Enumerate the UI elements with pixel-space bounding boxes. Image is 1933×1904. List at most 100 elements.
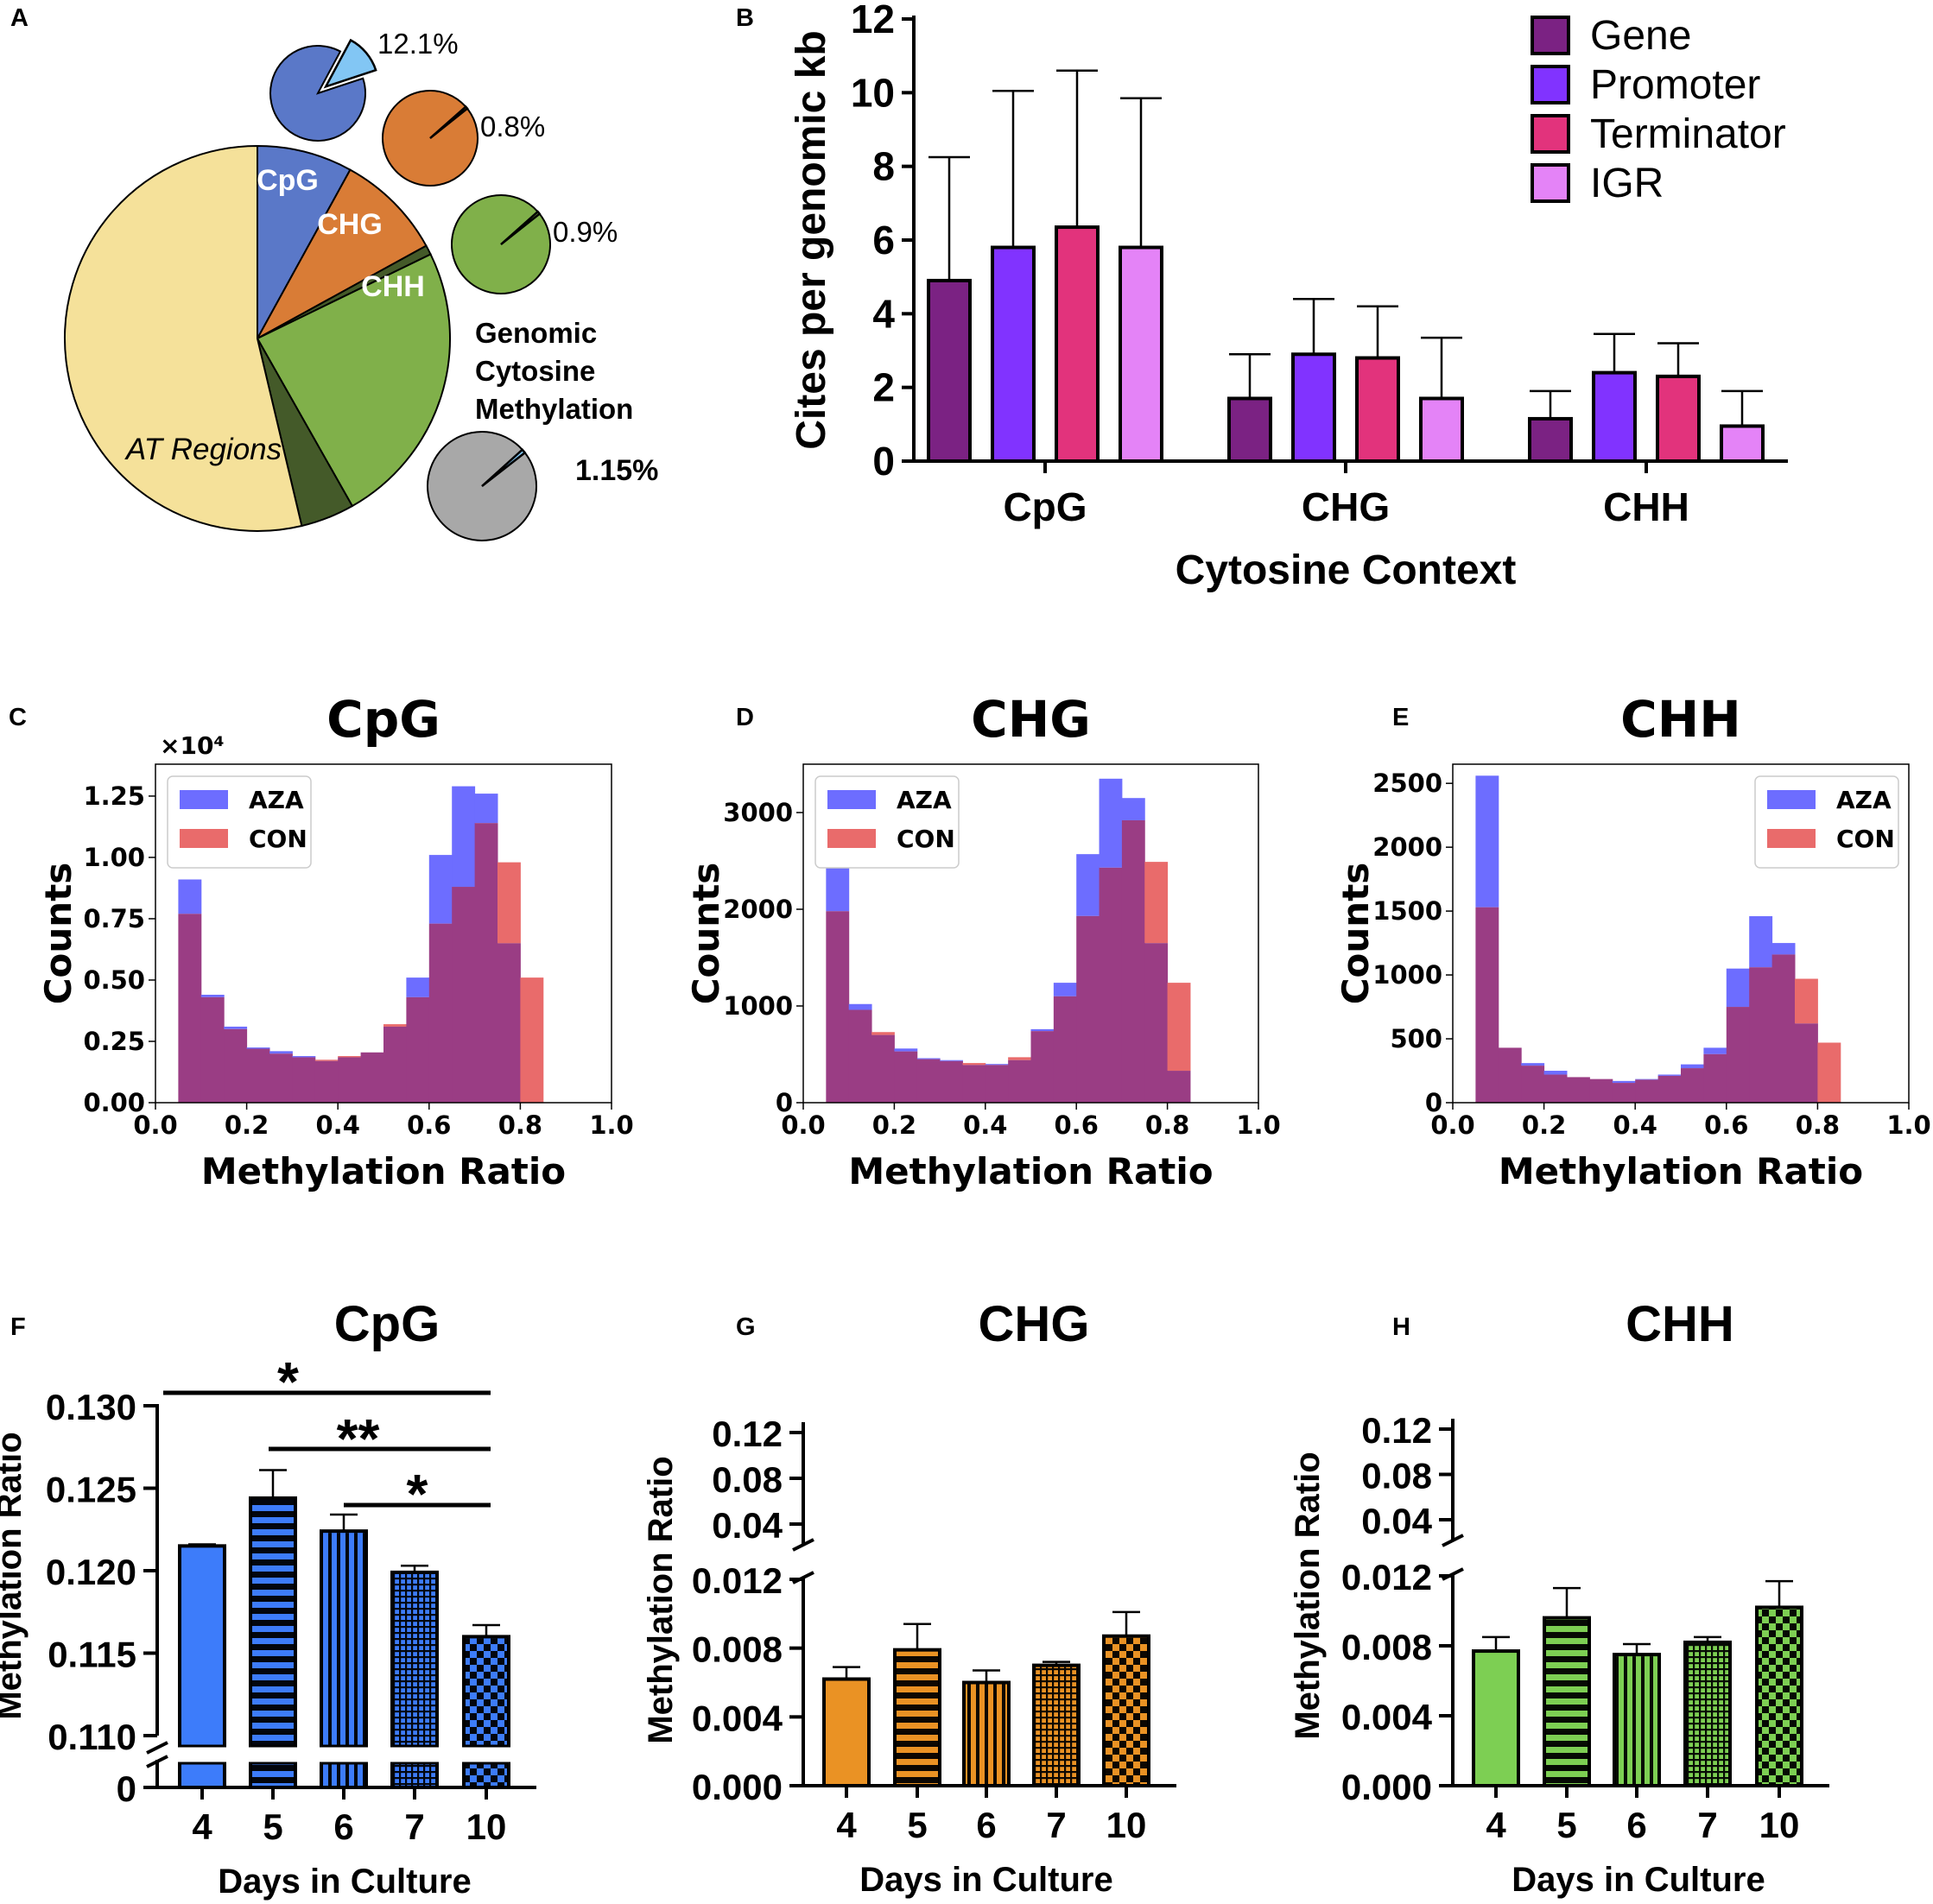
hist-bar-con bbox=[498, 862, 521, 944]
hist-bar-overlap bbox=[1795, 1023, 1818, 1103]
y-tick-label: 0.120 bbox=[46, 1552, 136, 1592]
panel-c-histogram: 0.00 0.25 0.50 0.75 1.00 1.25 0.0 0.2 0.4 0.6 0.8 1… bbox=[37, 690, 634, 1192]
axis-break-mark bbox=[792, 1538, 814, 1552]
significance-marker: * bbox=[277, 1351, 299, 1413]
inset-pie-slice-cpg bbox=[323, 38, 377, 89]
hist-bar-overlap bbox=[1543, 1074, 1568, 1103]
y-tick-label: 0 bbox=[1425, 1088, 1442, 1117]
bar-gene-chg bbox=[1227, 396, 1272, 464]
panel-letter-c: C bbox=[9, 704, 27, 731]
x-tick-label: 7 bbox=[1697, 1805, 1717, 1845]
x-tick-label: 0.2 bbox=[872, 1110, 916, 1140]
hist-bar-overlap bbox=[848, 1009, 872, 1103]
x-tick-label: 0.0 bbox=[133, 1110, 177, 1140]
bar-day-4 bbox=[822, 1677, 871, 1788]
legend-label-aza: AZA bbox=[249, 786, 304, 814]
hist-bar-aza bbox=[474, 794, 498, 824]
bar-terminator-cpg bbox=[1055, 225, 1100, 463]
bar-promoter-chh bbox=[1592, 370, 1637, 464]
hist-bar-overlap bbox=[940, 1060, 963, 1103]
pie-slice-chh bbox=[256, 253, 451, 508]
hist-bar-aza bbox=[406, 977, 430, 997]
pie-label-at-regions: AT Regions bbox=[124, 433, 282, 466]
x-tick-label: 5 bbox=[1556, 1805, 1576, 1845]
inset-label-cpg: 12.1% bbox=[377, 28, 459, 60]
inset-pie-cpg bbox=[269, 45, 366, 142]
hist-bar-overlap bbox=[1144, 943, 1169, 1103]
x-tick-label: 0.4 bbox=[1613, 1110, 1657, 1140]
bar-pattern-day-10 bbox=[1106, 1637, 1147, 1784]
hist-bar-con bbox=[1795, 978, 1818, 1024]
x-tick-label: 7 bbox=[404, 1806, 424, 1847]
hist-bar-aza bbox=[1771, 943, 1796, 955]
hist-bar-overlap bbox=[1053, 996, 1077, 1103]
y-axis-title: Counts bbox=[685, 863, 727, 1005]
x-axis-title: Days in Culture bbox=[859, 1861, 1112, 1899]
hist-bar-overlap bbox=[1475, 907, 1499, 1103]
y-tick-label: 0.000 bbox=[1341, 1767, 1432, 1807]
hist-bar-aza bbox=[452, 786, 476, 888]
inset-pie-slice-chh bbox=[500, 210, 542, 245]
y-tick-label: 0.004 bbox=[1341, 1697, 1433, 1737]
hist-bar-aza bbox=[1703, 1047, 1727, 1054]
chart-title: CHH bbox=[1626, 1296, 1734, 1352]
hist-bar-aza bbox=[1543, 1071, 1568, 1075]
y-tick-label: 500 bbox=[1390, 1024, 1442, 1053]
hist-bar-con bbox=[520, 977, 544, 1103]
y-tick-label: 4 bbox=[872, 291, 895, 336]
y-tick-label: 2000 bbox=[1372, 832, 1442, 862]
legend-label-promoter: Promoter bbox=[1590, 62, 1760, 108]
hist-bar-aza bbox=[1749, 916, 1773, 968]
y-tick-label: 2000 bbox=[723, 895, 793, 924]
bar-break-gap bbox=[461, 1746, 511, 1763]
hist-bar-overlap bbox=[1726, 1007, 1750, 1103]
y-tick-label-upper: 0.08 bbox=[1361, 1456, 1432, 1496]
x-axis-title: Days in Culture bbox=[218, 1863, 471, 1901]
x-tick-label: 10 bbox=[1759, 1805, 1800, 1845]
plot-frame bbox=[1452, 763, 1910, 1104]
hist-bar-aza bbox=[269, 1051, 293, 1054]
y-tick-label: 1500 bbox=[1372, 896, 1442, 926]
pie-annotation-line: Genomic bbox=[475, 317, 597, 349]
hist-bar-overlap bbox=[1749, 967, 1773, 1103]
bar-terminator-chh bbox=[1656, 374, 1701, 463]
hist-bar-con bbox=[1144, 862, 1169, 944]
inset-label-chg: 0.8% bbox=[480, 111, 545, 142]
hist-bar-overlap bbox=[1681, 1068, 1704, 1103]
x-tick-label: CpG bbox=[1003, 484, 1087, 529]
hist-bar-con bbox=[962, 1063, 986, 1066]
bar-pattern-day-7 bbox=[1036, 1667, 1077, 1784]
hist-bar-overlap bbox=[916, 1059, 941, 1103]
x-axis-title: Methylation Ratio bbox=[848, 1150, 1213, 1192]
x-tick-label: 1.0 bbox=[1236, 1110, 1280, 1140]
legend-swatch-igr bbox=[1531, 163, 1570, 203]
y-tick-label: 8 bbox=[872, 144, 895, 189]
panel-f-bar-chart: 0.110 0.115 0.120 0.125 0.130 0 4 5 6 7 10 Days in … bbox=[0, 1296, 536, 1901]
plot-frame bbox=[155, 763, 612, 1104]
y-axis-title: Cites per genomic kb bbox=[789, 30, 834, 449]
legend-label-aza: AZA bbox=[1836, 786, 1892, 814]
legend-label-aza: AZA bbox=[897, 786, 952, 814]
panel-a-pie-chart: CpG CHG CHH AT Regions 12.1% 0.8% 0.9% 1.15% Gen… bbox=[64, 28, 658, 541]
y-tick-label: 0.012 bbox=[1341, 1557, 1432, 1597]
axis-multiplier: ×10⁴ bbox=[160, 731, 225, 760]
x-tick-label: 0.4 bbox=[316, 1110, 360, 1140]
y-axis-title: Counts bbox=[1334, 863, 1377, 1005]
y-tick-label: 3000 bbox=[723, 798, 793, 827]
pie-annotation-line: Methylation bbox=[475, 393, 633, 425]
hist-bar-overlap bbox=[178, 914, 202, 1103]
hist-bar-overlap bbox=[1612, 1083, 1636, 1103]
inset-pie-slice-total bbox=[481, 448, 527, 487]
bar-break-gap bbox=[248, 1746, 298, 1763]
pie-slice-cpg bbox=[257, 144, 352, 339]
hist-bar-overlap bbox=[1008, 1060, 1031, 1103]
y-tick-label: 1.00 bbox=[83, 843, 145, 872]
panel-letter-h: H bbox=[1392, 1313, 1410, 1341]
pie-label-chg: CHG bbox=[317, 208, 383, 241]
x-axis-title: Methylation Ratio bbox=[1499, 1150, 1863, 1192]
legend-label-con: CON bbox=[249, 825, 307, 853]
hist-bar-aza bbox=[428, 855, 453, 924]
hist-bar-aza bbox=[985, 1064, 1009, 1066]
legend-swatch-promoter bbox=[1531, 65, 1570, 104]
